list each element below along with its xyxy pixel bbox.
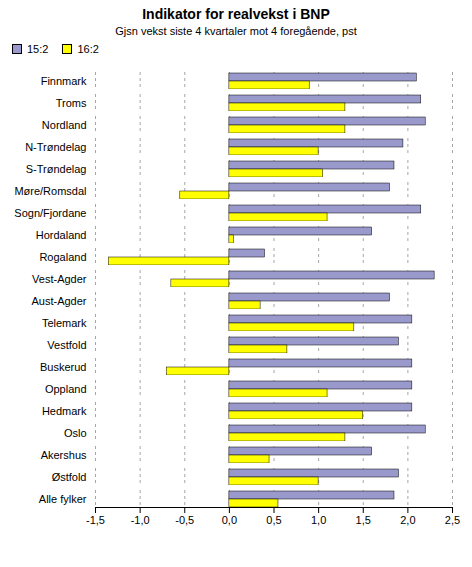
svg-text:Sogn/Fjordane: Sogn/Fjordane [14, 207, 86, 219]
svg-text:Vestfold: Vestfold [47, 339, 86, 351]
svg-text:Finnmark: Finnmark [41, 75, 87, 87]
svg-text:Møre/Romsdal: Møre/Romsdal [14, 185, 86, 197]
svg-text:Alle fylker: Alle fylker [39, 493, 87, 505]
svg-text:N-Trøndelag: N-Trøndelag [25, 141, 86, 153]
svg-text:-0,5: -0,5 [175, 514, 194, 526]
svg-text:0,0: 0,0 [222, 514, 237, 526]
svg-text:1,5: 1,5 [356, 514, 371, 526]
html-text:Indikator for realvekst i BNP: Indikator for realvekst i BNP [142, 6, 330, 22]
svg-text:2,5: 2,5 [445, 514, 460, 526]
svg-text:Oppland: Oppland [45, 383, 87, 395]
svg-text:Rogaland: Rogaland [39, 251, 86, 263]
svg-text:Troms: Troms [56, 97, 87, 109]
svg-text:Akershus: Akershus [41, 449, 87, 461]
svg-text:Nordland: Nordland [42, 119, 87, 131]
svg-text:S-Trøndelag: S-Trøndelag [26, 163, 87, 175]
svg-text:Hedmark: Hedmark [42, 405, 87, 417]
svg-text:Oslo: Oslo [64, 427, 87, 439]
html-text:Gjsn vekst siste 4 kvartaler m: Gjsn vekst siste 4 kvartaler mot 4 foreg… [115, 25, 357, 37]
svg-text:Aust-Agder: Aust-Agder [31, 295, 86, 307]
svg-text:Vest-Agder: Vest-Agder [32, 273, 87, 285]
svg-text:Telemark: Telemark [42, 317, 87, 329]
html-text:15:2: 15:2 [27, 43, 49, 55]
svg-text:Buskerud: Buskerud [40, 361, 86, 373]
svg-text:2,0: 2,0 [400, 514, 415, 526]
svg-text:0,5: 0,5 [266, 514, 281, 526]
svg-text:-1,5: -1,5 [86, 514, 105, 526]
svg-text:1,0: 1,0 [311, 514, 326, 526]
svg-text:Østfold: Østfold [52, 471, 87, 483]
svg-text:-1,0: -1,0 [131, 514, 150, 526]
svg-text:Hordaland: Hordaland [36, 229, 87, 241]
html-text:16:2: 16:2 [77, 43, 99, 55]
